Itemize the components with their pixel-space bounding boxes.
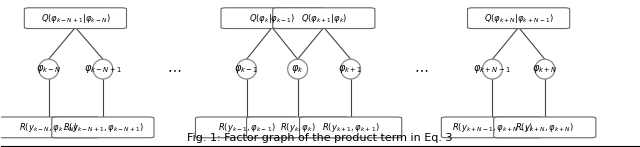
Text: $\varphi_{k-N+1}$: $\varphi_{k-N+1}$ xyxy=(84,63,122,75)
Text: $\cdots$: $\cdots$ xyxy=(415,62,429,76)
Text: $R(y_{k-1},\varphi_{k-1})$: $R(y_{k-1},\varphi_{k-1})$ xyxy=(218,121,275,134)
Text: $R(y_{k-N+1},\varphi_{k-N+1})$: $R(y_{k-N+1},\varphi_{k-N+1})$ xyxy=(63,121,143,134)
FancyBboxPatch shape xyxy=(52,117,154,138)
FancyBboxPatch shape xyxy=(0,117,100,138)
Text: $R(y_k,\varphi_k)$: $R(y_k,\varphi_k)$ xyxy=(280,121,316,134)
Text: $Q(\varphi_{k+1}|\varphi_k)$: $Q(\varphi_{k+1}|\varphi_k)$ xyxy=(301,12,347,25)
Text: $\varphi_{k+1}$: $\varphi_{k+1}$ xyxy=(339,63,363,75)
Text: $\varphi_k$: $\varphi_k$ xyxy=(291,63,304,75)
Text: $R(y_{k+N},\varphi_{k+N})$: $R(y_{k+N},\varphi_{k+N})$ xyxy=(515,121,574,134)
Ellipse shape xyxy=(93,59,113,79)
FancyBboxPatch shape xyxy=(246,117,349,138)
FancyBboxPatch shape xyxy=(467,8,570,29)
Text: $\cdots$: $\cdots$ xyxy=(167,62,182,76)
Text: $Q(\varphi_{k-N+1}|\varphi_{k-N})$: $Q(\varphi_{k-N+1}|\varphi_{k-N})$ xyxy=(40,12,110,25)
Text: $Q(\varphi_k|\varphi_{k-1})$: $Q(\varphi_k|\varphi_{k-1})$ xyxy=(249,12,295,25)
Text: $\varphi_{k+N-1}$: $\varphi_{k+N-1}$ xyxy=(474,63,511,75)
Ellipse shape xyxy=(38,59,59,79)
Text: $\varphi_{k-N}$: $\varphi_{k-N}$ xyxy=(36,63,61,75)
Text: Fig. 1: Factor graph of the product term in Eq. 3: Fig. 1: Factor graph of the product term… xyxy=(188,133,452,143)
FancyBboxPatch shape xyxy=(24,8,127,29)
FancyBboxPatch shape xyxy=(493,117,596,138)
Text: $\varphi_{k-1}$: $\varphi_{k-1}$ xyxy=(234,63,259,75)
Text: $Q(\varphi_{k+N}|\varphi_{k+N-1})$: $Q(\varphi_{k+N}|\varphi_{k+N-1})$ xyxy=(484,12,554,25)
Ellipse shape xyxy=(483,59,502,79)
FancyBboxPatch shape xyxy=(300,117,402,138)
Text: $R(y_{k+N-1},\varphi_{k+N-1})$: $R(y_{k+N-1},\varphi_{k+N-1})$ xyxy=(452,121,532,134)
Text: $R(y_{k-N},\varphi_{k-N})$: $R(y_{k-N},\varphi_{k-N})$ xyxy=(19,121,78,134)
Text: $\varphi_{k+N}$: $\varphi_{k+N}$ xyxy=(532,63,557,75)
Text: $R(y_{k+1},\varphi_{k+1})$: $R(y_{k+1},\varphi_{k+1})$ xyxy=(322,121,380,134)
FancyBboxPatch shape xyxy=(221,8,323,29)
Ellipse shape xyxy=(535,59,555,79)
Ellipse shape xyxy=(340,59,360,79)
Ellipse shape xyxy=(237,59,257,79)
FancyBboxPatch shape xyxy=(195,117,298,138)
FancyBboxPatch shape xyxy=(273,8,375,29)
Ellipse shape xyxy=(287,59,308,79)
FancyBboxPatch shape xyxy=(442,117,543,138)
